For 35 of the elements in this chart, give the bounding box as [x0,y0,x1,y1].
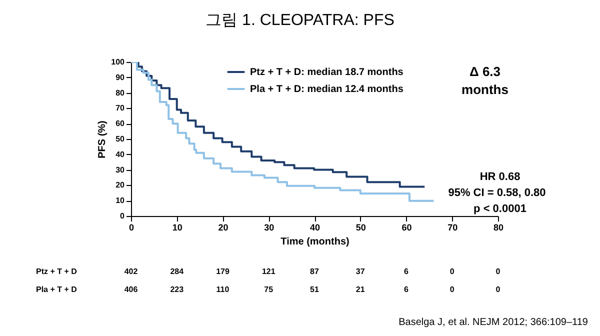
x-axis-title: Time (months) [280,236,350,248]
text: 406 223 110 75 51 21 6 0 0 [124,285,500,294]
x-tick-label: 30 [264,222,274,232]
x-tick-label: 0 [128,222,134,232]
annotation: p < 0.0001 [474,203,526,215]
text: Pla + T + D [36,285,78,294]
x-tick-label: 70 [448,222,458,232]
y-tick-label: 30 [116,165,126,174]
annotation: Δ 6.3 [469,64,501,79]
y-axis-title: PFS (%) [97,120,108,158]
y-tick-label: 40 [116,150,126,159]
y-tick-label: 20 [116,180,126,190]
annotation: months [462,82,508,97]
x-tick-label: 10 [172,222,182,232]
text: 402 284 179 121 87 37 6 0 0 [124,267,500,276]
legend-label: Ptz + T + D: median 18.7 months [250,67,404,78]
y-tick-label: 90 [116,72,126,82]
x-tick-label: 50 [356,222,366,232]
y-tick-label: 50 [116,134,126,144]
x-tick-label: 40 [310,222,320,232]
annotation: 95% CI = 0.58, 0.80 [448,187,546,199]
y-tick-label: 0 [120,212,126,220]
annotation: HR 0.68 [480,171,520,183]
text: Baselga J, et al. NEJM 2012; 366:109–119 [398,317,588,328]
text: Ptz + T + D [36,267,78,276]
y-tick-label: 100 [111,58,126,66]
chart-title: 그림 1. CLEOPATRA: PFS [206,12,394,29]
y-tick-label: 10 [116,196,126,206]
y-tick-label: 80 [116,88,126,98]
x-tick-label: 80 [493,222,504,232]
legend-label: Pla + T + D: median 12.4 months [250,84,404,95]
x-tick-label: 60 [402,222,412,232]
y-tick-label: 70 [116,104,126,113]
y-tick-label: 60 [116,119,126,128]
x-tick-label: 20 [218,222,228,232]
